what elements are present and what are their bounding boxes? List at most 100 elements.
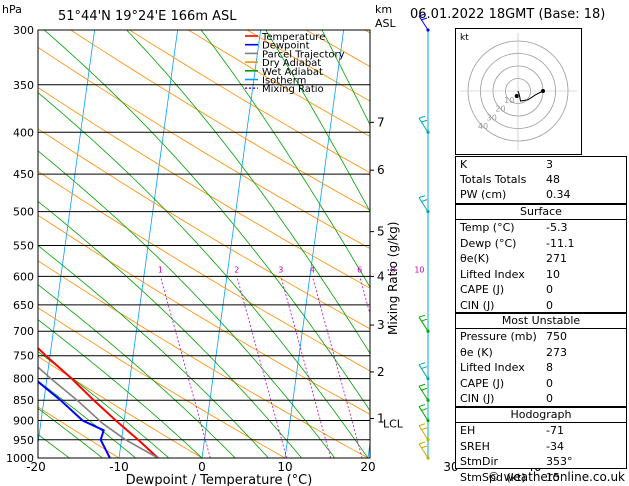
legend-label: Parcel Trajectory — [262, 49, 345, 60]
wind-barb-dot — [426, 456, 430, 460]
dry-adiabat-line — [38, 87, 370, 289]
wind-barb-flag — [420, 387, 428, 391]
hodograph-stat-value: -71 — [546, 424, 564, 437]
km-tick-label: 3 — [377, 318, 385, 332]
pressure-tick-label: 750 — [13, 350, 34, 363]
most-unstable-row: θe (K) 273 — [456, 345, 626, 360]
wind-barb-dot — [426, 209, 430, 214]
most-unstable-value: 273 — [546, 345, 567, 359]
wet-adiabat-line — [38, 407, 103, 458]
isotherm-line — [118, 30, 179, 458]
wind-barb-flag — [420, 427, 428, 431]
temperature-tick-label: 10 — [277, 460, 292, 474]
wind-barb-shaft — [418, 316, 429, 332]
surface-value: 271 — [546, 252, 567, 265]
pressure-tick-label: 300 — [13, 24, 34, 37]
km-unit-label: km — [375, 3, 392, 16]
most-unstable-label: CIN (J) — [460, 392, 495, 405]
pressure-tick-label: 650 — [13, 299, 34, 312]
mixing-ratio-line — [160, 276, 211, 458]
hodograph-panel: 10 20 30 40 kt — [455, 28, 582, 155]
surface-value: 0 — [546, 283, 553, 296]
temperature-tick-label: -10 — [109, 460, 129, 474]
dry-adiabat-line — [129, 30, 370, 174]
pressure-tick-label: 400 — [13, 126, 34, 139]
mixing-ratio-line — [236, 276, 288, 458]
hodograph-ring-label: 30 — [487, 113, 497, 122]
wind-barb — [418, 362, 430, 381]
surface-label: Dewp (°C) — [460, 236, 517, 250]
section-divider — [456, 219, 626, 220]
legend-label: Isotherm — [262, 76, 306, 87]
profile-line-dewpoint — [38, 380, 111, 458]
dry-adiabat-line — [38, 406, 120, 458]
wind-barb-dot — [426, 398, 430, 402]
km-tick-label: 1 — [377, 412, 385, 426]
k-index-value: 3 — [546, 158, 553, 171]
wind-barb-flag — [420, 366, 428, 370]
wind-barb-shaft — [418, 197, 429, 212]
legend-label: Dry Adiabat — [262, 58, 321, 69]
surface-section-title: Surface — [520, 205, 562, 218]
mixing-ratio-line — [393, 276, 443, 458]
wind-barb-flag — [418, 13, 426, 17]
wind-barb-flag — [420, 445, 428, 449]
pressure-tick-label: 700 — [13, 325, 34, 338]
hodograph-end-point — [541, 89, 545, 93]
plot-frame — [37, 29, 371, 459]
precipitable-water-row: PW (cm) 0.34 — [456, 187, 626, 202]
surface-value: 0 — [546, 298, 553, 312]
totals-totals-value: 48 — [546, 173, 560, 186]
wind-barb-flag — [420, 17, 428, 21]
surface-label: CIN (J) — [460, 298, 495, 312]
wind-barb-dot — [426, 377, 430, 381]
wind-barb-shaft — [418, 425, 429, 441]
legend-label: Mixing Ratio — [262, 84, 324, 95]
wind-barb-flag — [420, 318, 428, 322]
legend-label: Wet Adiabat — [262, 67, 323, 78]
hodograph-ring-label: 20 — [495, 105, 505, 114]
most-unstable-value: 750 — [546, 330, 567, 343]
location-label: 51°44'N 19°24'E 166m ASL — [58, 9, 237, 24]
wind-barb-flag — [418, 441, 426, 445]
mixing-ratio-label: 1 — [158, 265, 163, 274]
pressure-tick-label: 550 — [13, 239, 34, 252]
wind-barb — [418, 314, 430, 333]
wind-barb-flag — [420, 199, 428, 203]
most-unstable-section-title: Most Unstable — [501, 314, 581, 327]
surface-row: Temp (°C) -5.3 — [456, 220, 626, 235]
hodograph-stat-label: StmSpd (kt) — [460, 470, 526, 484]
wind-barb — [418, 13, 430, 32]
wind-barb-dot — [426, 28, 430, 32]
dry-adiabat-line — [38, 355, 203, 458]
mixing-ratio-line — [280, 276, 332, 458]
k-index-label: K — [460, 158, 468, 171]
surface-value: -5.3 — [546, 221, 568, 234]
most-unstable-label: Lifted Index — [460, 361, 525, 374]
hodograph-stat-value: -34 — [546, 439, 564, 453]
mixing-ratio-line — [311, 276, 363, 458]
lcl-label: LCL — [383, 418, 404, 431]
wet-adiabat-line — [200, 30, 370, 289]
wet-adiabat-line — [38, 284, 236, 458]
pressure-tick-label: 600 — [13, 270, 34, 283]
hodograph-stat-value: 15 — [546, 470, 560, 484]
section-divider — [456, 312, 626, 314]
mixing-ratio-label: 8 — [390, 265, 395, 274]
sounding-datetime: 06.01.2022 18GMT (Base: 18) — [410, 7, 606, 22]
pressure-tick-label: 800 — [13, 373, 34, 386]
mixing-ratio-label: 4 — [310, 265, 315, 274]
wind-barb-flag — [418, 195, 426, 199]
hodograph-stat-label: StmDir — [460, 455, 499, 468]
mixing-ratio-label: 3 — [278, 265, 283, 274]
profile-line-temperature — [38, 346, 159, 458]
temperature-tick-label: 30 — [443, 460, 458, 474]
wind-barb-flag — [418, 383, 426, 387]
most-unstable-row: Lifted Index 8 — [456, 360, 626, 375]
km-tick-label: 2 — [377, 365, 385, 379]
dry-adiabat-line — [38, 214, 370, 415]
storm-motion-point — [514, 94, 519, 98]
surface-row: θe(K) 271 — [456, 251, 626, 266]
